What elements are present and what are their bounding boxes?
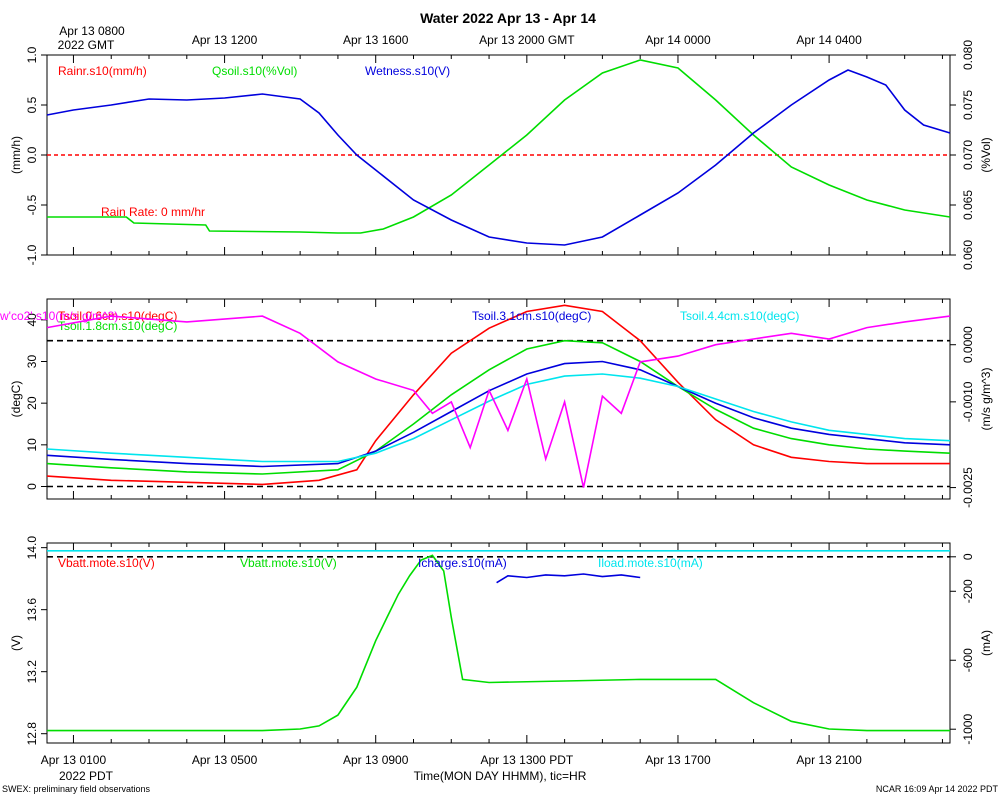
pdt-axis-label: Apr 13 0500 [192,753,258,767]
series-line-tsoil-3-1cm-s10-degc- [46,360,951,468]
y-left-tick-label: 0 [25,483,39,490]
y-left-tick-label: -0.5 [25,194,39,215]
y-left-axis-title: (mm/h) [9,136,23,174]
legend-label: Icharge.s10(mA) [418,556,507,570]
y-left-tick-label: 12.8 [25,722,39,746]
y-left-tick-label: 30 [25,355,39,369]
x-axis-title: Time(MON DAY HHMM), tic=HR [414,769,587,783]
series-line-tsoil-0-6cm-s10-degc- [46,304,950,486]
y-left-tick-label: 40 [25,313,39,327]
y-left-tick-label: 10 [25,438,39,452]
y-right-tick-label: -600 [961,648,975,672]
y-left-axis-title: (degC) [9,381,23,418]
gmt-first-label-top: Apr 13 0800 [59,24,125,38]
panel-frame [46,542,951,744]
rain-rate-annotation: Rain Rate: 0 mm/hr [101,205,205,219]
y-right-axis-title: (m/s g/m^3) [979,368,993,431]
pdt-axis-label: Apr 13 0100 [41,753,107,767]
y-right-tick-label: 0.070 [961,140,975,170]
y-right-tick-label: 0.0000 [961,326,975,363]
legend-label: Vbatt.mote.s10(V) [240,556,337,570]
gmt-axis-label: Apr 13 1200 [192,33,258,47]
series-line-wetness-s10-v- [46,69,951,246]
gmt-first-label-bottom: 2022 GMT [58,38,115,52]
legend-label: w'co2'.s10(m/s g/m^3) [0,309,118,323]
gmt-axis-label: Apr 14 0000 [645,33,711,47]
legend-label: Tsoil.1.8cm.s10(degC) [58,319,177,333]
y-right-tick-label: 0.060 [961,240,975,270]
pdt-axis-label: Apr 13 1300 PDT [480,753,573,767]
panel-top: -1.0 -0.5 0.0 0.5 1.0 0.060 0.065 0.070 0.075 0.0… [9,40,993,270]
chart-title: Water 2022 Apr 13 - Apr 14 [420,10,596,26]
y-left-tick-label: -1.0 [25,244,39,265]
y-left-tick-label: 0.0 [25,146,39,163]
legend-label: Rainr.s10(mm/h) [58,64,147,78]
legend-label: Iload.mote.s10(mA) [598,556,703,570]
series-line-tsoil-1-8cm-s10-degc- [46,339,951,475]
y-left-tick-label: 13.2 [25,660,39,684]
legend-label: Tsoil.3.1cm.s10(degC) [472,309,591,323]
panel-bottom: 12.8 13.2 13.6 14.0 -1000 -600 -200 0 (V) (mA) Vba… [9,536,993,746]
footer-left: SWEX: preliminary field observations [2,784,151,794]
legend-label: Qsoil.s10(%Vol) [212,64,297,78]
series-line-w-co2-s10-m-s-g-m-3- [46,315,951,488]
y-right-tick-label: -0.0025 [961,467,975,508]
series-line-qsoil-s10-vol- [47,59,951,234]
y-right-tick-label: 0 [961,553,975,560]
series-line-vbatt-mote-s10-v- [47,554,950,732]
series-line-icharge-s10-ma- [496,573,641,584]
series-line-tsoil-4-4cm-s10-degc- [46,373,951,463]
y-right-tick-label: 0.065 [961,190,975,220]
pdt-axis-label: Apr 13 2100 [796,753,862,767]
legend-label: Tsoil.4.4cm.s10(degC) [680,309,799,323]
y-right-tick-label: 0.080 [961,40,975,70]
y-left-tick-label: 14.0 [25,536,39,560]
pdt-year-label: 2022 PDT [59,769,114,783]
y-left-tick-label: 20 [25,396,39,410]
y-right-tick-label: -200 [961,579,975,603]
y-left-tick-label: 13.6 [25,598,39,622]
panel-frame [46,298,951,500]
legend-label: Vbatt.mote.s10(V) [58,556,155,570]
panel-middle: 0 10 20 30 40 -0.0025 -0.0010 0.0000 (degC) (m/s … [0,298,993,508]
legend-label: Wetness.s10(V) [365,64,450,78]
y-right-tick-label: 0.075 [961,90,975,120]
y-right-tick-label: -1000 [961,714,975,745]
y-left-tick-label: 0.5 [25,96,39,113]
footer-right: NCAR 16:09 Apr 14 2022 PDT [876,784,999,794]
y-right-tick-label: -0.0010 [961,381,975,422]
y-left-axis-title: (V) [9,635,23,651]
gmt-axis-label: Apr 13 2000 GMT [479,33,575,47]
pdt-axis-label: Apr 13 1700 [645,753,711,767]
gmt-axis-label: Apr 13 1600 [343,33,409,47]
y-right-axis-title: (mA) [979,630,993,656]
y-left-tick-label: 1.0 [25,46,39,63]
pdt-axis-label: Apr 13 0900 [343,753,409,767]
gmt-axis-label: Apr 14 0400 [796,33,862,47]
y-right-axis-title: (%Vol) [979,137,993,172]
